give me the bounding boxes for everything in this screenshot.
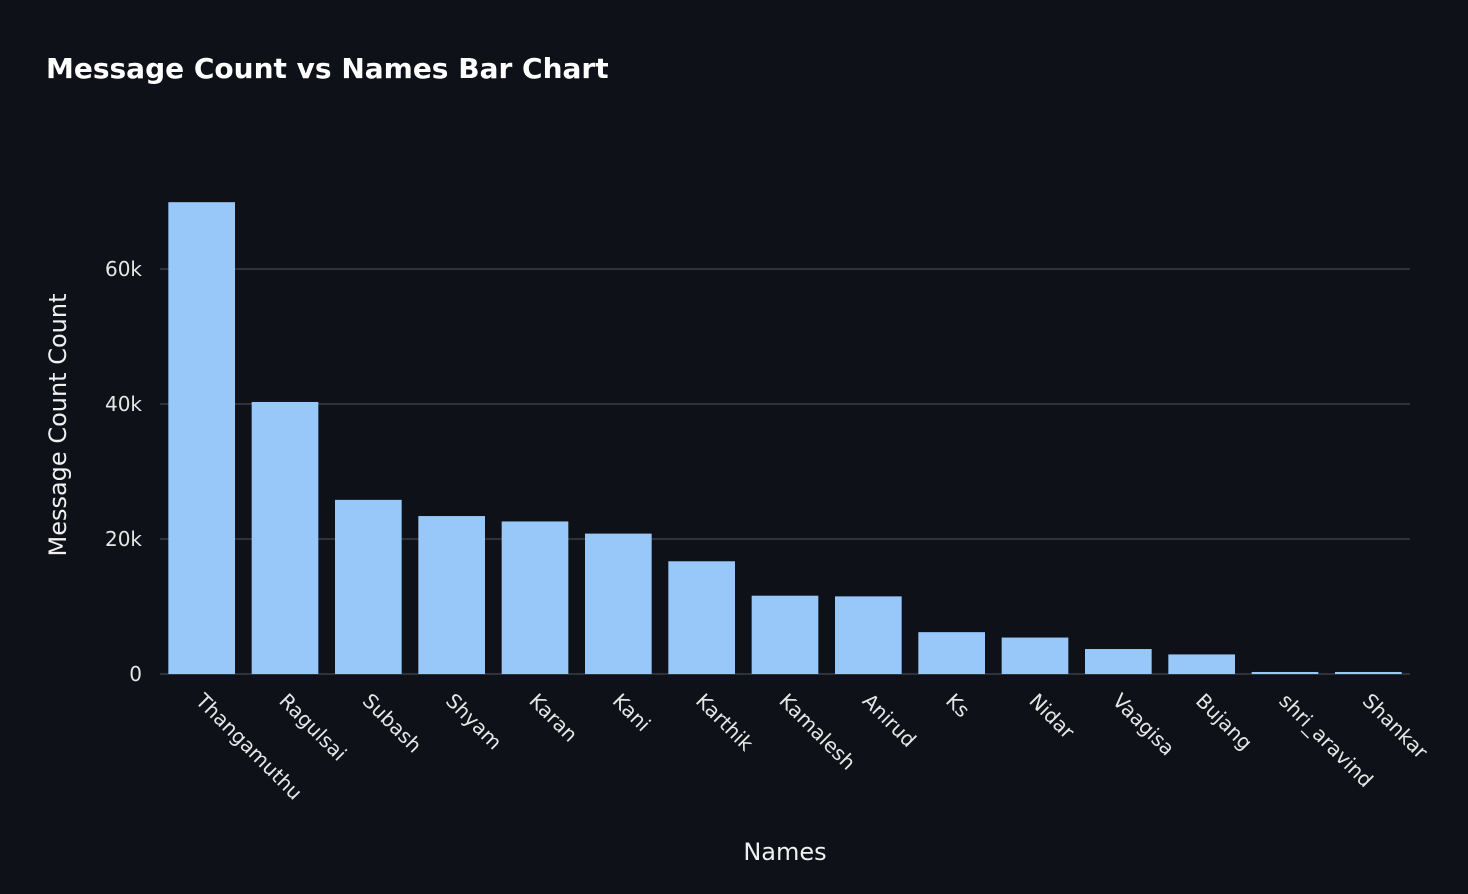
x-tick-label: Bujang [1191, 689, 1257, 755]
x-tick-label: Subash [358, 689, 427, 758]
bar-bujang[interactable] [1168, 654, 1235, 674]
bar-karthik[interactable] [668, 561, 735, 674]
bar-kani[interactable] [585, 533, 652, 674]
bar-shankar[interactable] [1335, 671, 1402, 674]
bar-ks[interactable] [918, 632, 985, 674]
x-tick-label: Kani [608, 689, 656, 737]
bar-anirud[interactable] [835, 596, 902, 674]
bars [168, 202, 1402, 675]
x-tick-label: Kamalesh [774, 689, 860, 775]
bar-shri-aravind[interactable] [1251, 671, 1319, 674]
y-tick-label: 40k [105, 392, 142, 416]
x-tick-label: Shyam [441, 689, 507, 755]
x-tick-label: Karan [524, 689, 582, 747]
x-axis-title: Names [743, 838, 826, 866]
bar-nidar[interactable] [1001, 637, 1069, 674]
x-tick-label: Karthik [691, 689, 758, 756]
bar-shyam[interactable] [418, 516, 485, 674]
x-tick-label: Ks [941, 689, 975, 723]
bar-ragulsai[interactable] [251, 401, 319, 674]
chart-title: Message Count vs Names Bar Chart [46, 52, 609, 85]
y-tick-label: 20k [105, 527, 142, 551]
x-tick-label: Ragulsai [274, 689, 351, 766]
x-tick-label: Vaagisa [1108, 689, 1180, 761]
x-tick-label: Anirud [858, 689, 921, 752]
bar-karan[interactable] [501, 521, 569, 674]
bar-subash[interactable] [335, 499, 402, 674]
bar-thangamuthu[interactable] [168, 202, 235, 675]
x-tick-label: Nidar [1024, 689, 1079, 744]
y-axis-title: Message Count Count [44, 294, 72, 557]
x-tick-label: Shankar [1358, 689, 1434, 765]
y-tick-label: 0 [129, 662, 142, 686]
bar-vaagisa[interactable] [1085, 649, 1152, 674]
y-axis-ticks: 0 20k 40k 60k [105, 257, 142, 686]
y-tick-label: 60k [105, 257, 142, 281]
bar-kamalesh[interactable] [751, 595, 819, 674]
